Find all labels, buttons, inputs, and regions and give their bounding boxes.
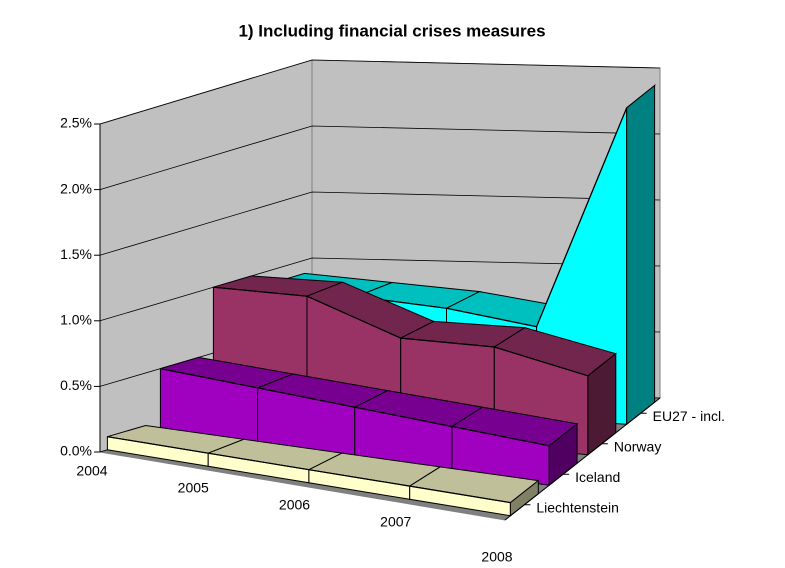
y-tick-label: 0.0% [60,443,92,459]
x-tick-label: 2007 [380,514,411,530]
x-tick-label: 2008 [481,549,512,565]
series-line [107,436,511,504]
y-tick-label: 0.5% [60,377,92,393]
series-line [160,368,550,447]
y-tick-label: 2.0% [60,180,92,196]
x-tick-label: 2005 [178,480,209,496]
y-tick-label: 1.0% [60,312,92,328]
series-label: Iceland [575,469,620,485]
series-label: Norway [614,438,661,454]
grid-line [99,59,661,125]
series-label: EU27 - incl. [653,408,725,424]
y-tick-label: 2.5% [60,115,92,131]
x-tick-label: 2006 [279,497,310,513]
grid-line [99,191,661,256]
x-tick-label: 2004 [76,463,107,479]
chart-title: 1) Including financial crises measures [238,21,545,40]
grid-line [99,125,661,190]
ribbon-end [626,84,656,426]
y-tick-label: 1.5% [60,246,92,262]
series-label: Liechtenstein [536,499,619,515]
depth-axis [504,397,661,521]
grid-line [99,257,661,322]
series-line [213,286,589,377]
